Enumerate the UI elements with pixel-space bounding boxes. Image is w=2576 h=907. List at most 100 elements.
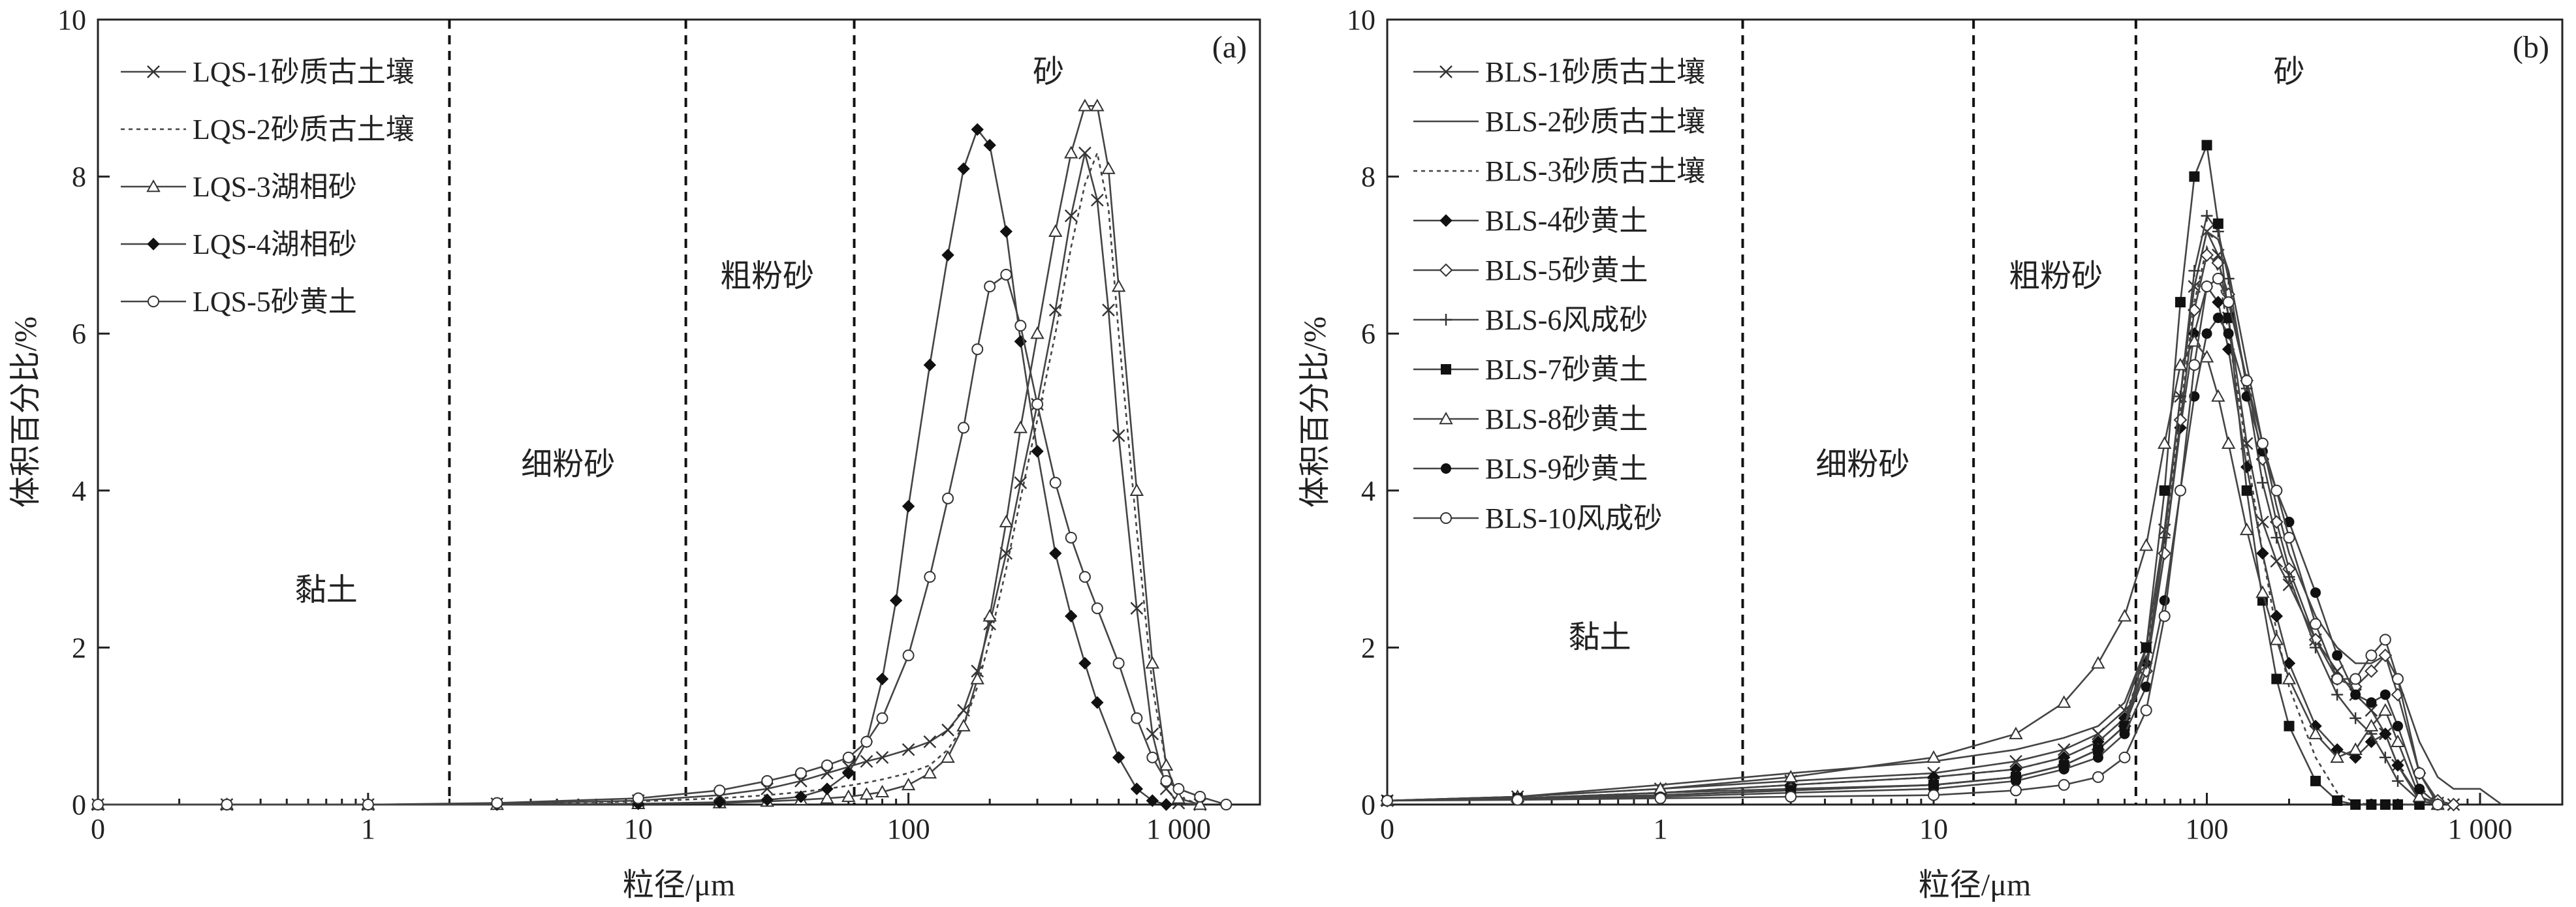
y-tick-label: 6 <box>1361 318 1375 350</box>
legend-marker <box>148 296 159 307</box>
data-point <box>2212 272 2224 284</box>
x-axis-title: 粒径/μm <box>1919 868 2031 902</box>
data-point <box>2092 744 2103 755</box>
data-point <box>2332 795 2343 806</box>
data-point <box>2432 799 2444 810</box>
x-tick-label: 10 <box>624 813 653 845</box>
panel-a: 0 1 10 100 1 000 0 2 4 6 8 10 粒径/μm 体积百分比/% (a) 黏土 细粉砂 粗… <box>8 4 1261 902</box>
data-point <box>2256 476 2269 489</box>
data-point <box>2282 671 2297 684</box>
data-point <box>876 712 888 724</box>
x-tick-label: 0 <box>91 813 105 845</box>
data-point <box>956 718 971 731</box>
data-point <box>2379 751 2391 763</box>
data-point <box>2255 585 2270 598</box>
data-point <box>1078 99 1092 112</box>
data-point <box>970 671 984 684</box>
legend-entry: BLS-10风成砂 <box>1413 502 1662 534</box>
data-point <box>1159 798 1173 811</box>
data-point <box>2201 328 2212 339</box>
data-point <box>2092 752 2103 763</box>
y-tick-label: 0 <box>72 789 86 821</box>
data-point <box>2378 703 2393 716</box>
data-point <box>1172 782 1185 795</box>
data-point <box>2056 695 2071 708</box>
legend-entry: LQS-5砂黄土 <box>121 286 357 318</box>
plot-frame <box>97 18 1261 806</box>
series-line <box>98 127 1167 806</box>
data-point <box>2392 673 2404 685</box>
data-point <box>2414 783 2425 794</box>
data-point <box>2308 726 2323 739</box>
data-point <box>2366 697 2377 708</box>
data-point <box>1926 750 1941 763</box>
panel-label: (a) <box>1212 30 1247 65</box>
data-point <box>2413 767 2426 779</box>
series-LQS-5砂黄土 <box>92 268 1233 810</box>
data-point <box>821 782 834 795</box>
data-point <box>2310 641 2322 654</box>
data-point <box>1171 791 1186 804</box>
data-point <box>821 759 833 771</box>
data-point <box>1049 476 1061 489</box>
data-point <box>923 735 937 748</box>
legend-label: BLS-7砂黄土 <box>1485 354 1648 386</box>
data-point <box>2256 547 2269 560</box>
legend-label: LQS-3湖相砂 <box>193 171 357 203</box>
grain-class-label: 细粉砂 <box>521 448 615 482</box>
data-point <box>2349 712 2362 724</box>
data-point <box>2201 140 2212 151</box>
data-point <box>1078 656 1092 670</box>
legend-entry: BLS-9砂黄土 <box>1413 453 1648 485</box>
legend-entry: BLS-7砂黄土 <box>1413 354 1648 386</box>
data-point <box>1112 751 1125 764</box>
legend-entry: LQS-1砂质古土壤 <box>121 56 415 88</box>
data-point <box>820 791 834 804</box>
data-point <box>2158 610 2171 623</box>
data-point <box>2058 778 2070 791</box>
data-point <box>2239 522 2254 536</box>
data-point <box>2009 726 2023 739</box>
y-tick-label: 10 <box>57 4 86 36</box>
data-point <box>2310 775 2321 786</box>
legend-marker <box>147 238 160 251</box>
data-point <box>2412 789 2427 803</box>
data-point <box>2393 799 2404 810</box>
data-point <box>875 784 890 797</box>
y-tick-label: 4 <box>1361 475 1375 507</box>
data-point <box>971 343 984 356</box>
data-point <box>1112 657 1125 669</box>
data-point <box>2057 743 2071 756</box>
legend-entry: BLS-2砂质古土壤 <box>1413 106 1705 138</box>
data-point <box>2119 728 2130 739</box>
legend-marker <box>1441 364 1451 375</box>
data-point <box>859 787 874 800</box>
data-point <box>2330 750 2344 763</box>
legend-entry: BLS-4砂黄土 <box>1413 205 1648 237</box>
data-point <box>842 751 855 763</box>
data-point <box>860 735 873 748</box>
data-point <box>2447 797 2460 812</box>
series-LQS-4湖相砂 <box>91 123 1173 811</box>
legend-label: BLS-8砂黄土 <box>1485 403 1648 435</box>
legend-label: LQS-5砂黄土 <box>193 286 357 318</box>
data-point <box>1146 794 1159 807</box>
data-point <box>902 500 915 513</box>
data-point <box>1049 547 1062 560</box>
data-point <box>2175 297 2186 308</box>
y-axis-title: 体积百分比/% <box>1298 316 1332 508</box>
data-point <box>1785 790 1797 803</box>
data-point <box>2270 555 2284 568</box>
data-point <box>984 281 996 293</box>
y-tick-label: 10 <box>1347 4 1375 36</box>
data-point <box>1031 398 1044 410</box>
data-point <box>794 767 807 779</box>
series-LQS-2砂质古土壤 <box>98 149 1201 806</box>
data-point <box>2241 485 2252 496</box>
data-point <box>2392 775 2404 787</box>
data-point <box>902 743 915 756</box>
data-point <box>2188 359 2201 371</box>
data-point <box>2010 775 2021 786</box>
y-tick-label: 8 <box>72 161 86 193</box>
data-point <box>1031 444 1044 458</box>
